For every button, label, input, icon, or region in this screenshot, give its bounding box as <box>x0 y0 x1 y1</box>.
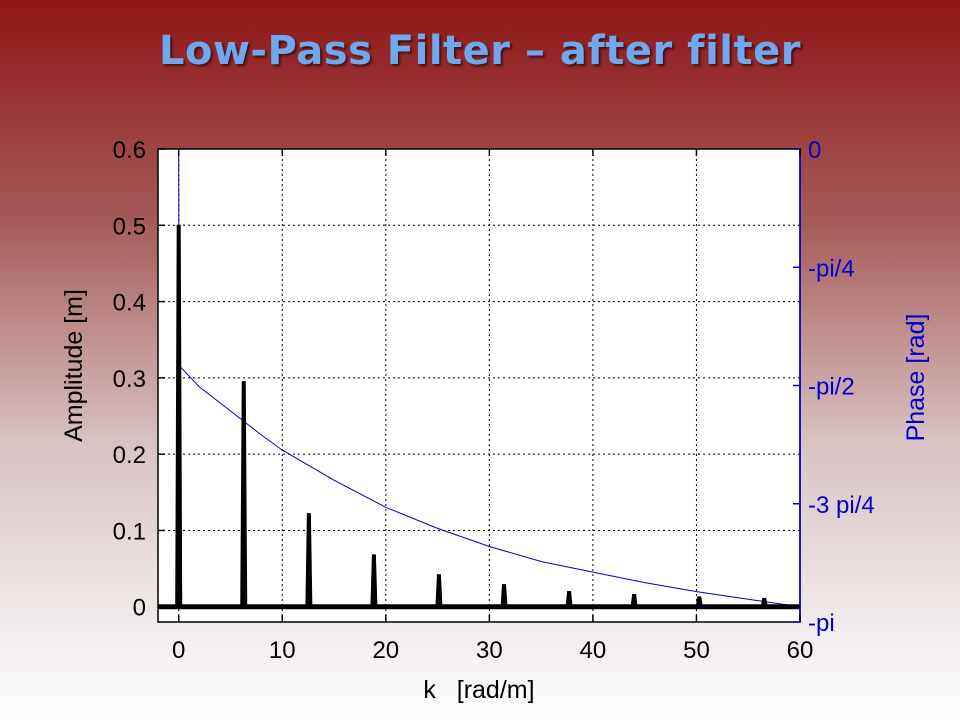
x-tick-label: 10 <box>269 637 296 664</box>
left-tick-label: 0.6 <box>113 137 146 164</box>
left-tick-label: 0.2 <box>113 442 146 469</box>
right-tick-label: -pi <box>808 610 835 637</box>
phase-line <box>178 148 801 608</box>
x-axis-ticks: 0 10 20 30 40 50 60 <box>172 149 813 664</box>
left-tick-label: 0.1 <box>113 518 146 545</box>
right-tick-label: -3 pi/4 <box>808 492 875 519</box>
amplitude-spike <box>695 596 703 608</box>
left-tick-label: 0.3 <box>113 366 146 393</box>
left-tick-label: 0.4 <box>113 290 146 317</box>
amplitude-spike <box>370 554 378 608</box>
amplitude-spike <box>305 513 313 608</box>
x-tick-label: 30 <box>476 637 503 664</box>
x-tick-label: 50 <box>683 637 710 664</box>
amplitude-spike <box>500 584 508 608</box>
right-tick-label: -pi/2 <box>808 374 855 401</box>
x-tick-label: 60 <box>787 637 814 664</box>
amplitude-spike <box>630 594 638 608</box>
right-tick-label: 0 <box>808 137 821 164</box>
x-axis-label: k [rad/m] <box>423 676 534 704</box>
plot-area <box>158 149 800 622</box>
phase-series <box>178 148 801 608</box>
amplitude-spike <box>175 224 183 608</box>
x-tick-label: 40 <box>580 637 607 664</box>
left-axis-ticks: 0 0.1 0.2 0.3 0.4 0.5 0.6 <box>113 137 165 622</box>
amplitude-spike <box>435 574 443 608</box>
amplitude-spike <box>760 597 768 608</box>
x-tick-label: 20 <box>372 637 399 664</box>
left-axis-label: Amplitude [m] <box>60 289 88 442</box>
left-tick-label: 0 <box>133 595 146 622</box>
page-title: Low-Pass Filter – after filter <box>159 28 801 74</box>
right-axis-ticks: 0 -pi/4 -pi/2 -3 pi/4 -pi <box>793 137 875 637</box>
amplitude-series <box>158 224 800 610</box>
amplitude-spike <box>240 381 248 608</box>
amplitude-spike <box>565 590 573 608</box>
right-axis-label: Phase [rad] <box>902 314 930 442</box>
x-tick-label: 0 <box>172 637 185 664</box>
right-tick-label: -pi/4 <box>808 255 855 282</box>
left-tick-label: 0.5 <box>113 213 146 240</box>
